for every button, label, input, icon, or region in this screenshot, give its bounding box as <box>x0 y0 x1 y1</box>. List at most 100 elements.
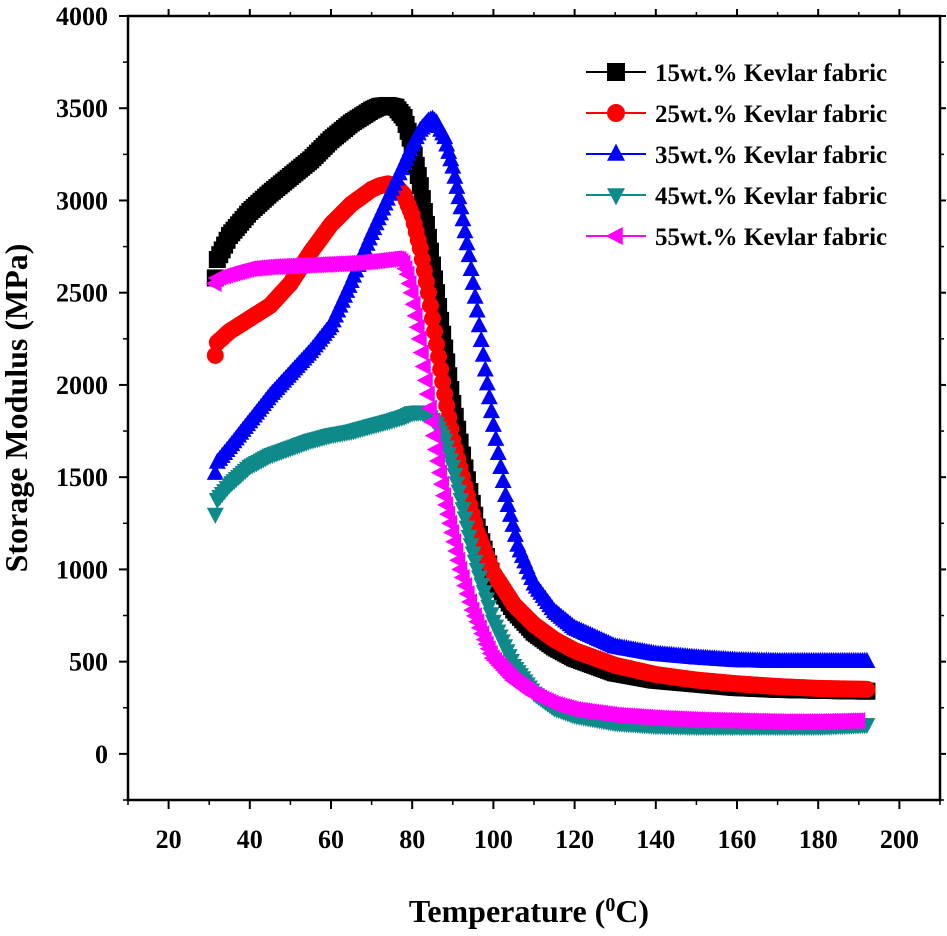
data-point <box>458 520 476 537</box>
data-point <box>419 284 437 302</box>
data-point <box>462 538 480 555</box>
data-point <box>501 505 519 522</box>
data-point <box>420 399 437 417</box>
legend: 15wt.% Kevlar fabric 25wt.% Kevlar fabric… <box>586 60 887 251</box>
x-axis-title-superscript: 0 <box>605 894 615 916</box>
y-tick-label: 1500 <box>56 463 108 492</box>
x-tick-label: 100 <box>474 825 513 854</box>
data-point <box>858 651 876 669</box>
legend-item: 25wt.% Kevlar fabric <box>586 101 887 128</box>
data-point <box>456 511 474 528</box>
data-point <box>476 360 494 377</box>
data-point <box>446 468 464 485</box>
data-point <box>464 273 482 290</box>
legend-label: 15wt.% Kevlar fabric <box>655 60 887 87</box>
y-tick-label: 500 <box>69 648 108 677</box>
data-point <box>413 190 431 208</box>
data-point <box>426 322 444 340</box>
legend-marker <box>607 143 625 161</box>
data-point <box>448 177 466 194</box>
data-point <box>454 210 472 227</box>
series-layer <box>205 96 876 736</box>
y-tick-label: 2500 <box>56 279 108 308</box>
legend-label: 55wt.% Kevlar fabric <box>655 224 887 251</box>
data-point <box>506 525 524 542</box>
legend-marker <box>607 188 625 206</box>
data-point <box>418 385 435 403</box>
legend-label: 35wt.% Kevlar fabric <box>655 142 887 169</box>
legend-marker <box>605 227 623 245</box>
data-point <box>466 554 484 571</box>
data-point <box>858 680 876 698</box>
data-point <box>406 307 423 325</box>
data-point <box>849 712 866 730</box>
x-tick-label: 60 <box>318 825 344 854</box>
data-point <box>448 476 466 493</box>
data-point <box>446 167 464 184</box>
data-point <box>458 234 476 251</box>
data-point <box>402 284 419 302</box>
data-point <box>489 443 507 460</box>
data-point <box>432 475 450 493</box>
legend-item: 35wt.% Kevlar fabric <box>586 142 887 169</box>
data-point <box>452 492 470 510</box>
x-tick-label: 120 <box>555 825 594 854</box>
data-point <box>482 401 500 419</box>
x-tick-label: 80 <box>399 825 425 854</box>
y-axis-title: Storage Modulus (MPa) <box>0 244 34 573</box>
legend-item: 45wt.% Kevlar fabric <box>586 183 887 210</box>
data-point <box>487 429 505 446</box>
legend-marker <box>607 104 625 122</box>
data-point <box>470 316 488 333</box>
data-point <box>206 463 224 480</box>
data-point <box>494 471 512 488</box>
data-point <box>206 346 224 364</box>
data-point <box>478 374 496 391</box>
legend-label: 45wt.% Kevlar fabric <box>655 183 887 210</box>
data-point <box>460 529 478 546</box>
x-tick-label: 180 <box>799 825 838 854</box>
data-point <box>412 344 429 362</box>
y-tick-label: 3000 <box>56 186 108 215</box>
data-point <box>484 415 502 432</box>
x-tick-label: 200 <box>880 825 919 854</box>
legend-item: 55wt.% Kevlar fabric <box>586 224 887 251</box>
data-point <box>421 297 439 315</box>
legend-marker <box>607 63 625 81</box>
x-axis-title-unit: C) <box>615 893 649 929</box>
x-tick-label: 160 <box>718 825 757 854</box>
data-point <box>480 388 498 405</box>
legend-item: 15wt.% Kevlar fabric <box>586 60 887 87</box>
series-2 <box>206 175 876 698</box>
data-point <box>452 198 470 215</box>
data-point <box>504 515 522 532</box>
y-tick-label: 4000 <box>56 2 108 31</box>
data-point <box>492 457 510 474</box>
data-point <box>428 452 445 470</box>
data-point <box>474 345 492 362</box>
data-point <box>454 502 472 519</box>
data-point <box>456 222 474 239</box>
data-point <box>426 441 443 459</box>
data-point <box>462 259 480 277</box>
data-point <box>444 459 462 476</box>
y-tick-label: 1000 <box>56 555 108 584</box>
data-point <box>464 546 482 563</box>
y-tick-label: 0 <box>95 740 108 769</box>
data-point <box>416 371 433 389</box>
x-axis-title: Temperature (0C) <box>409 893 649 929</box>
data-point <box>499 495 517 512</box>
legend-label: 25wt.% Kevlar fabric <box>655 101 887 128</box>
data-point <box>404 295 421 313</box>
x-tick-label: 20 <box>156 825 182 854</box>
data-point <box>497 485 515 502</box>
axis-ticks: 20 40 60 80 100 120 140 160 180 20005001000150020… <box>56 2 946 854</box>
x-tick-label: 40 <box>237 825 263 854</box>
x-tick-label: 140 <box>636 825 675 854</box>
data-point <box>460 246 478 263</box>
data-point <box>472 330 490 348</box>
data-point <box>430 464 447 482</box>
data-point <box>411 177 429 195</box>
data-point <box>414 357 431 375</box>
